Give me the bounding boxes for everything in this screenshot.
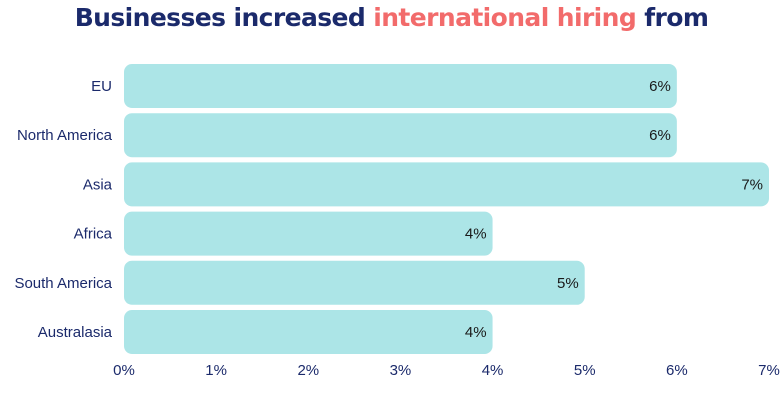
x-tick-label: 2% <box>297 362 319 379</box>
x-tick-label: 1% <box>205 362 227 379</box>
title-part-2: from <box>636 3 709 32</box>
value-label: 4% <box>465 324 487 341</box>
category-label: North America <box>17 127 113 144</box>
x-tick-label: 4% <box>482 362 504 379</box>
value-label: 6% <box>649 78 671 95</box>
x-tick-label: 3% <box>390 362 412 379</box>
category-label: South America <box>14 275 112 292</box>
value-label: 4% <box>465 226 487 243</box>
bar <box>124 310 493 354</box>
category-label: Asia <box>83 176 113 193</box>
title-part-1: Businesses increased <box>74 3 374 32</box>
category-label: Africa <box>74 226 113 243</box>
x-tick-label: 7% <box>758 362 780 379</box>
x-axis-ticks: 0% 1% 2% 3% 4% 5% 6% 7% <box>113 362 780 379</box>
title-highlight: international hiring <box>373 3 637 32</box>
x-tick-label: 0% <box>113 362 135 379</box>
bar <box>124 162 769 207</box>
x-tick-label: 6% <box>666 362 688 379</box>
bars-group <box>124 64 769 354</box>
bar <box>124 260 585 305</box>
category-label: EU <box>91 78 112 95</box>
bar <box>124 64 677 108</box>
value-label: 5% <box>557 275 579 292</box>
value-labels: 6% 6% 7% 4% 5% 4% <box>465 78 763 341</box>
bar <box>124 113 677 158</box>
value-label: 7% <box>741 176 763 193</box>
x-tick-label: 5% <box>574 362 596 379</box>
value-label: 6% <box>649 127 671 144</box>
category-labels: EU North America Asia Africa South America Au… <box>14 78 112 341</box>
category-label: Australasia <box>38 324 113 341</box>
bar <box>124 211 493 256</box>
chart-title: Businesses increased international hirin… <box>0 3 783 32</box>
